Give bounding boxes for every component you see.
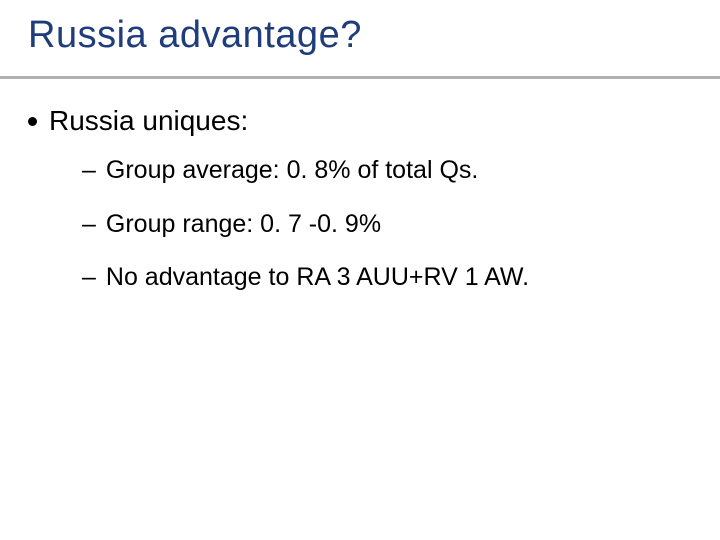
bullet-dash-icon: – [82, 261, 96, 295]
bullet-dash-icon: – [82, 154, 96, 188]
bullet-level2-text: Group range: 0. 7 -0. 9% [106, 208, 381, 242]
bullet-level2: – No advantage to RA 3 AUU+RV 1 AW. [82, 261, 692, 295]
slide: Russia advantage? Russia uniques: – Grou… [0, 0, 720, 540]
slide-title: Russia advantage? [28, 14, 362, 57]
bullet-level1-text: Russia uniques: [49, 102, 248, 140]
bullet-level2-text: No advantage to RA 3 AUU+RV 1 AW. [106, 261, 529, 295]
bullet-dash-icon: – [82, 208, 96, 242]
bullet-level2: – Group average: 0. 8% of total Qs. [82, 154, 692, 188]
bullet-level2-text: Group average: 0. 8% of total Qs. [106, 154, 478, 188]
bullet-level1: Russia uniques: [28, 102, 692, 140]
bullet-level2: – Group range: 0. 7 -0. 9% [82, 208, 692, 242]
sublist: – Group average: 0. 8% of total Qs. – Gr… [82, 154, 692, 295]
bullet-dot-icon [28, 117, 37, 126]
title-underline [0, 76, 720, 79]
slide-body: Russia uniques: – Group average: 0. 8% o… [28, 102, 692, 315]
